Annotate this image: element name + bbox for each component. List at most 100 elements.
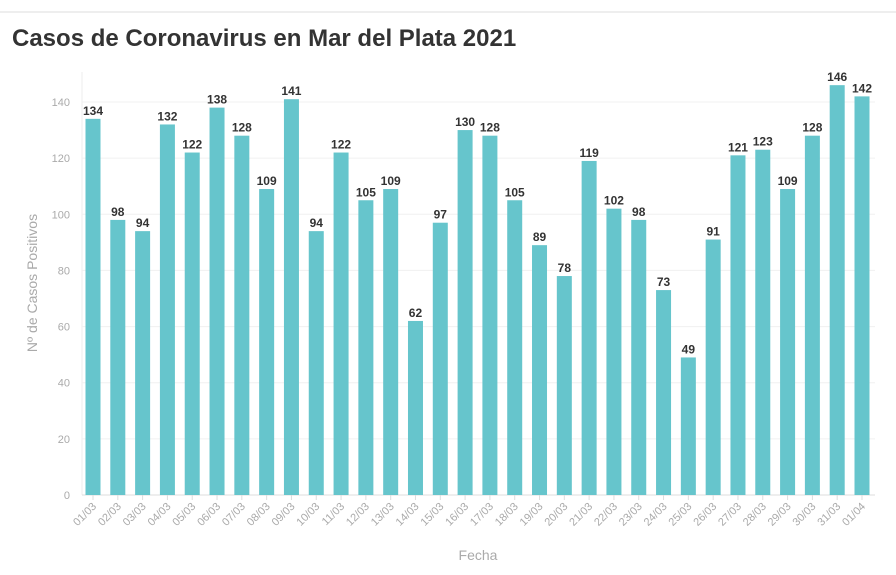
data-label: 128	[232, 121, 252, 135]
data-label: 98	[111, 205, 125, 219]
x-tick-label: 26/03	[691, 501, 719, 529]
data-label: 138	[207, 93, 227, 107]
x-tick-label: 02/03	[96, 501, 124, 529]
data-label: 109	[778, 174, 798, 188]
bar	[333, 152, 349, 495]
y-axis-label: Nº de Casos Positivos	[24, 214, 40, 352]
bar	[85, 118, 101, 495]
bar	[159, 124, 175, 495]
data-label: 132	[157, 109, 177, 123]
bar	[432, 222, 448, 495]
y-tick-label: 120	[52, 153, 70, 165]
x-tick-label: 16/03	[443, 501, 471, 529]
bar	[730, 155, 746, 496]
bar	[308, 231, 324, 495]
data-label: 105	[505, 185, 525, 199]
data-label: 109	[257, 174, 277, 188]
data-label: 141	[281, 84, 301, 98]
data-label: 128	[802, 121, 822, 135]
bar	[631, 219, 647, 495]
data-label: 123	[753, 135, 773, 149]
y-tick-label: 40	[58, 378, 70, 390]
bar	[184, 152, 200, 495]
bar	[383, 189, 399, 495]
bar	[829, 85, 845, 496]
x-tick-label: 12/03	[344, 501, 372, 529]
bar	[680, 357, 696, 495]
chart-title: Casos de Coronavirus en Mar del Plata 20…	[12, 25, 516, 52]
x-tick-label: 21/03	[567, 501, 595, 529]
bar	[407, 320, 423, 495]
x-tick-label: 25/03	[667, 501, 695, 529]
bar	[755, 149, 771, 495]
y-tick-label: 80	[58, 265, 70, 277]
x-tick-label: 06/03	[195, 501, 223, 529]
data-label: 73	[657, 275, 671, 289]
data-label: 89	[533, 230, 547, 244]
x-tick-label: 01/03	[71, 501, 99, 529]
x-tick-label: 17/03	[468, 501, 496, 529]
x-tick-label: 19/03	[518, 501, 546, 529]
bar	[780, 189, 796, 495]
x-tick-label: 23/03	[617, 501, 645, 529]
x-tick-label: 11/03	[320, 501, 347, 528]
y-tick-label: 20	[58, 434, 70, 446]
x-tick-label: 08/03	[245, 501, 273, 529]
bar	[556, 276, 572, 495]
bar	[234, 135, 250, 495]
data-label: 49	[682, 342, 696, 356]
data-label: 94	[136, 216, 150, 230]
data-label: 109	[381, 174, 401, 188]
bar	[804, 135, 820, 495]
bar	[606, 208, 622, 495]
data-label: 142	[852, 81, 872, 95]
x-tick-label: 09/03	[270, 501, 298, 529]
data-label: 105	[356, 185, 376, 199]
data-label: 146	[827, 70, 847, 84]
data-label: 97	[434, 208, 448, 222]
data-label: 134	[83, 104, 103, 118]
x-tick-label: 13/03	[369, 501, 397, 529]
y-tick-label: 0	[64, 490, 70, 502]
bar	[283, 99, 299, 495]
data-label: 119	[579, 146, 599, 160]
bar	[457, 130, 473, 496]
x-tick-label: 01/04	[840, 501, 868, 529]
y-tick-label: 60	[58, 322, 70, 334]
x-tick-label: 10/03	[294, 501, 322, 529]
bar	[581, 160, 597, 495]
bar	[507, 200, 523, 495]
data-label: 122	[182, 138, 202, 152]
x-tick-label: 31/03	[815, 501, 843, 529]
x-tick-label: 22/03	[592, 501, 620, 529]
data-label: 78	[558, 261, 572, 275]
x-tick-label: 29/03	[766, 501, 794, 529]
x-tick-label: 03/03	[121, 501, 149, 529]
data-label: 91	[706, 225, 720, 239]
y-tick-label: 100	[52, 209, 70, 221]
bar	[259, 189, 275, 495]
data-label: 94	[310, 216, 324, 230]
x-tick-label: 24/03	[642, 501, 670, 529]
data-label: 62	[409, 306, 423, 320]
bar	[532, 245, 548, 495]
bar	[110, 219, 126, 495]
x-tick-label: 15/03	[418, 501, 446, 529]
data-label: 121	[728, 140, 748, 154]
bar	[135, 231, 151, 495]
data-label: 98	[632, 205, 646, 219]
x-tick-label: 18/03	[493, 501, 521, 529]
x-tick-label: 28/03	[741, 501, 769, 529]
x-tick-label: 27/03	[716, 501, 744, 529]
x-tick-label: 14/03	[394, 501, 422, 529]
data-label: 122	[331, 138, 351, 152]
bar	[482, 135, 498, 495]
x-tick-label: 05/03	[170, 501, 198, 529]
x-tick-label: 20/03	[542, 501, 570, 529]
x-tick-label: 04/03	[146, 501, 174, 529]
y-tick-label: 140	[52, 97, 70, 109]
bar	[358, 200, 374, 495]
bar	[705, 239, 721, 495]
x-axis-label: Fecha	[459, 547, 498, 563]
x-tick-label: 30/03	[791, 501, 819, 529]
